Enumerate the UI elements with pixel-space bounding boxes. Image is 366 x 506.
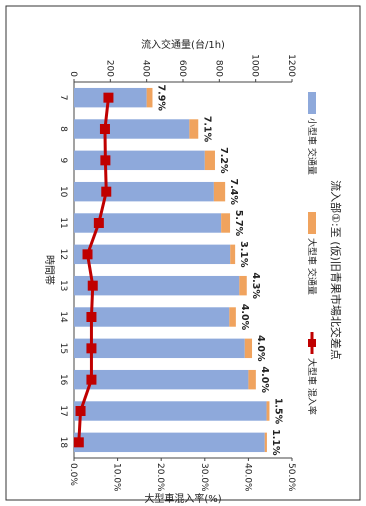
legend-marker-ratio [308,339,316,347]
chart-title: 流入部①:至 (仮)旧青果市場北交差点 [329,180,343,360]
line-marker [100,155,111,166]
line-large-vehicle-ratio [77,97,110,443]
legend-label-large: 大型車 交通量 [306,238,318,295]
y-tick-label: 800 [213,60,223,77]
y-tick-label: 600 [177,60,187,77]
y2-axis-title: 大型車混入率(%) [144,492,221,505]
bar-large-vehicle [248,369,256,390]
y2-tick-label: 30.0% [199,463,209,492]
line-marker [86,343,97,354]
bar-large-vehicle [146,87,153,108]
y-tick-label: 400 [141,60,151,77]
bar-large-vehicle [230,244,236,265]
x-tick-label: 10 [58,186,68,198]
y2-tick-label: 40.0% [242,463,252,492]
bar-small-vehicle [74,181,214,202]
x-tick-label: 16 [58,374,68,386]
x-tick-label: 7 [58,95,68,101]
legend-label-ratio: 大型車 混入率 [306,358,318,415]
line-marker [73,437,84,448]
data-label: 7.9% [155,84,166,111]
data-label: 7.4% [228,178,239,205]
line-marker [82,249,93,260]
line-marker [101,186,112,197]
bar-small-vehicle [74,244,231,265]
data-label: 3.1% [238,241,249,268]
bar-small-vehicle [74,307,230,327]
line-marker [93,218,104,228]
data-label: 5.7% [233,210,244,237]
data-label: 1.1% [270,429,281,456]
x-tick-label: 15 [58,343,68,354]
bar-small-vehicle [74,213,222,233]
x-tick-label: 17 [58,405,68,416]
y-tick-label: 1200 [286,54,296,77]
bar-large-vehicle [189,119,199,139]
bar-large-vehicle [221,213,231,233]
bar-large-vehicle [264,432,267,453]
bar-small-vehicle [74,401,267,421]
bar-small-vehicle [74,275,240,296]
bar-large-vehicle [204,150,215,171]
x-tick-label: 9 [58,157,68,163]
data-label: 1.5% [272,398,283,425]
line-marker [103,92,114,103]
line-marker [87,280,98,291]
y-tick-label: 0 [68,71,78,77]
legend-swatch-large [308,212,316,234]
x-tick-label: 13 [58,280,68,291]
line-marker [75,406,86,416]
x-tick-label: 14 [58,311,68,323]
x-tick-label: 11 [58,217,68,228]
bar-small-vehicle [74,119,190,139]
bar-small-vehicle [74,432,265,453]
line-marker [99,124,110,134]
bar-small-vehicle [74,150,205,171]
bar-large-vehicle [213,181,226,202]
data-label: 7.2% [218,147,229,174]
y2-tick-label: 10.0% [112,463,122,492]
x-tick-label: 12 [58,249,68,260]
bar-large-vehicle [239,275,247,296]
y2-tick-label: 0.0% [68,463,78,486]
y-tick-label: 1000 [250,54,260,77]
legend-label-small: 小型車 交通量 [306,118,318,175]
y-axis-title: 流入交通量(台/1h) [141,38,225,51]
x-axis-title: 時間帯 [43,255,56,285]
x-tick-label: 18 [58,437,68,449]
legend-swatch-small [308,92,316,114]
data-label: 4.0% [239,304,250,331]
bar-large-vehicle [266,401,270,421]
bar-large-vehicle [229,307,236,327]
data-label: 4.0% [255,335,266,362]
bar-small-vehicle [74,369,249,390]
line-marker [86,374,97,385]
bar-small-vehicle [74,338,245,359]
y-tick-label: 200 [104,60,114,77]
line-marker [86,312,97,322]
y2-tick-label: 50.0% [286,463,296,492]
data-label: 7.1% [201,116,212,143]
data-label: 4.0% [259,366,270,393]
bar-large-vehicle [244,338,253,359]
y2-tick-label: 20.0% [155,463,165,492]
x-tick-label: 8 [58,126,68,132]
data-label: 4.3% [250,272,261,299]
